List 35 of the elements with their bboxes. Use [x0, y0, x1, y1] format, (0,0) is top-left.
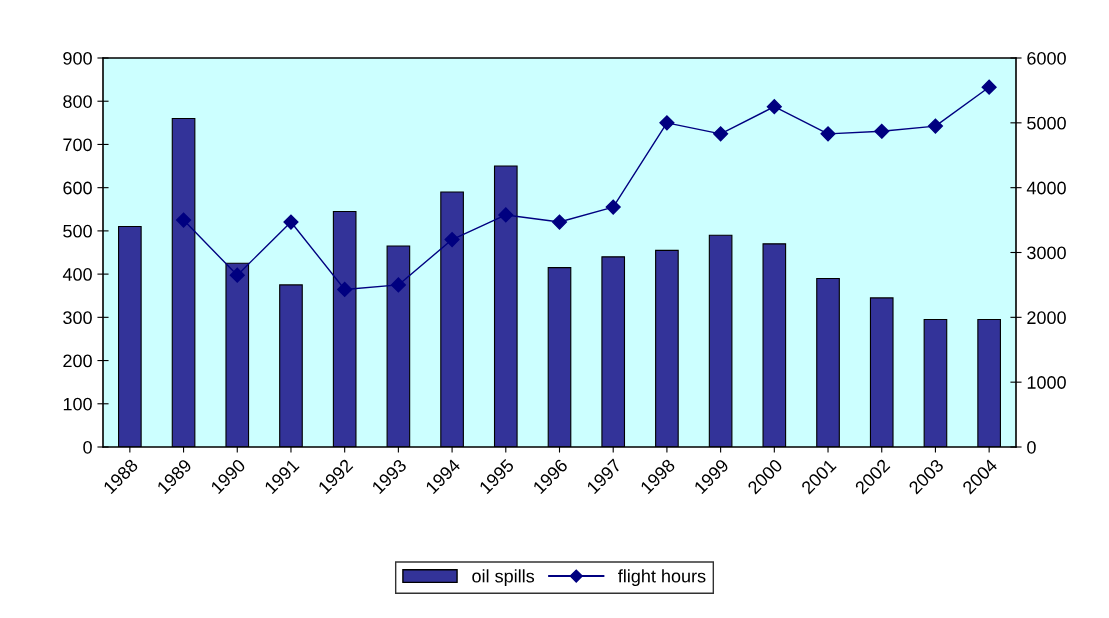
point [498, 207, 514, 223]
legend-label: oil spills [472, 569, 535, 587]
point [229, 267, 245, 283]
y-tick-label: 100 [63, 397, 92, 411]
y2-tick-label: 2000 [1027, 311, 1066, 325]
point [283, 214, 299, 230]
y-tick-label: 600 [63, 181, 92, 195]
y-tick-label: 400 [62, 268, 92, 281]
y-tick-label: 200 [63, 354, 92, 368]
y-tick-label: 700 [63, 138, 92, 152]
y-tick-label: 800 [63, 95, 92, 108]
y2-tick-label: 4000 [1026, 181, 1066, 195]
point [605, 199, 621, 215]
point [659, 115, 675, 131]
y-tick-label: 500 [63, 224, 92, 238]
point [927, 118, 944, 134]
point [551, 214, 568, 230]
point [175, 212, 192, 228]
y2-tick-label: 5000 [1027, 116, 1066, 130]
point [820, 126, 836, 142]
y-tick-label: 0 [83, 440, 92, 454]
point [337, 281, 353, 298]
point [444, 231, 460, 248]
y2-tick-label: 3000 [1027, 246, 1066, 260]
point [874, 123, 890, 139]
y2-tick-label: 0 [1027, 440, 1036, 454]
point [713, 126, 729, 142]
point [981, 79, 997, 95]
y2-tick-label: 1000 [1027, 376, 1066, 389]
point [390, 277, 406, 293]
point [766, 99, 782, 115]
y-tick-label: 300 [63, 311, 92, 325]
y2-tick-label: 6000 [1027, 51, 1066, 65]
legend-label: flight hours [618, 569, 706, 587]
y-tick-label: 900 [63, 51, 92, 65]
